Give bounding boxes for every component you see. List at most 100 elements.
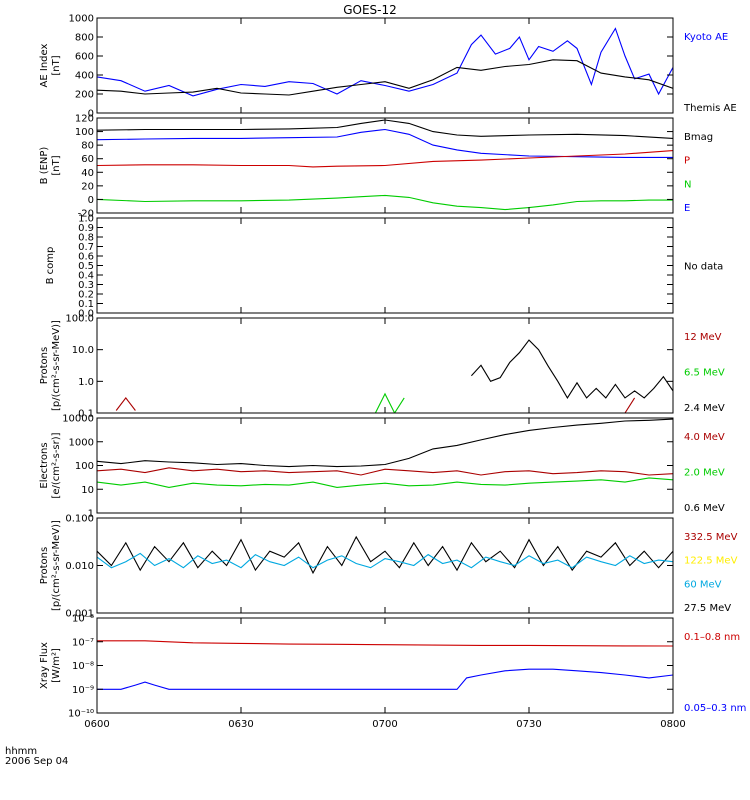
series-line-b-3: [97, 194, 673, 211]
x-tick-label: 0630: [228, 719, 253, 730]
series-line-electrons-1: [97, 467, 673, 476]
y-tick-label: 20: [81, 181, 94, 192]
legend-entry: No data: [684, 262, 723, 273]
x-tick-label: 0700: [372, 719, 397, 730]
x-tick-label: 0730: [516, 719, 541, 730]
y-tick-label: 0.100: [65, 514, 94, 525]
legend-entry: 27.5 MeV: [684, 603, 731, 614]
panel-ae: 0 200 400 600 800 1000 AE Index [nT] Kyoto AE The…: [39, 14, 737, 120]
y-axis-label: [W/m²]: [51, 648, 62, 683]
panel-xray: 10⁻¹⁰ 10⁻⁹ 10⁻⁸ 10⁻⁷ 10⁻⁶ Xray Flux [W/m²] 0.1–…: [39, 614, 746, 720]
y-axis-label: [nT]: [51, 55, 62, 75]
legend-entry: 122.5 MeV: [684, 556, 738, 567]
y-tick-label: 0.1: [78, 409, 94, 420]
series-group: [97, 418, 673, 488]
y-tick-label: 0.5: [78, 261, 94, 272]
legend-entry: 332.5 MeV: [684, 532, 738, 543]
y-tick-label: 400: [75, 71, 94, 82]
series-line-b-2: [97, 150, 673, 168]
series-line-protons1-0: [470, 339, 673, 399]
series-line-protons1-2: [374, 392, 405, 413]
series-group: [97, 640, 673, 690]
y-tick-label: 0.2: [78, 290, 94, 301]
y-tick-label: 10⁻⁹: [72, 685, 94, 696]
legend-entry: Bmag: [684, 132, 713, 143]
y-tick-label: 10⁻⁸: [72, 661, 94, 672]
series-group: [97, 27, 673, 97]
y-tick-label: 10: [81, 485, 94, 496]
panel-b: -20 0 20 40 60 80 100 120 B (ENP) [nT] Bmag P N E: [39, 114, 713, 220]
series-line-ae-1: [97, 59, 673, 96]
series-line-protons1-3: [115, 396, 136, 411]
legend-entry: 0.05–0.3 nm: [684, 703, 746, 714]
series-line-protons2-1: [97, 552, 673, 569]
panel-electrons: 1 10 100 1000 10000 Electrons [e/(cm²-s-sr)] 4.…: [39, 414, 725, 520]
panel-frame: [96, 317, 674, 414]
y-axis-label: Protons: [39, 547, 50, 584]
y-tick-label: 200: [75, 90, 94, 101]
y-tick-label: 0.6: [78, 252, 94, 263]
panel-bcomp: 0.00.10.20.30.40.50.60.70.80.91.0 B comp N…: [45, 214, 723, 320]
legend-entry: 0.1–0.8 nm: [684, 632, 740, 643]
y-tick-label: 10⁻¹⁰: [68, 709, 94, 720]
y-tick-label: 40: [81, 168, 94, 179]
series-group: [97, 535, 673, 575]
y-tick-label: 1000: [69, 14, 94, 25]
y-tick-label: 1000: [69, 437, 94, 448]
panel-frame: [96, 417, 674, 514]
legend-entry: 2.0 MeV: [684, 468, 725, 479]
y-axis-label: Protons: [39, 347, 50, 384]
y-axis-label: AE Index: [39, 43, 50, 87]
y-tick-label: 100: [75, 127, 94, 138]
series-line-b-1: [97, 128, 673, 158]
panel-frame: [96, 217, 674, 314]
series-line-protons1-4: [624, 397, 636, 413]
y-tick-label: 10000: [62, 414, 94, 425]
y-tick-label: 0.1: [78, 299, 94, 310]
y-tick-label: -20: [78, 209, 94, 220]
series-line-electrons-2: [97, 477, 673, 488]
y-axis-label: Xray Flux: [39, 642, 50, 689]
y-tick-label: 600: [75, 52, 94, 63]
y-tick-label: 0.3: [78, 280, 94, 291]
y-tick-label: 80: [81, 141, 94, 152]
series-line-xray-0: [97, 640, 673, 647]
series-line-xray-1: [97, 668, 673, 690]
y-tick-label: 100: [75, 461, 94, 472]
legend-entry: 0.6 MeV: [684, 503, 725, 514]
legend-entry: 12 MeV: [684, 332, 722, 343]
legend-entry: 6.5 MeV: [684, 368, 725, 379]
y-tick-label: 0.9: [78, 223, 94, 234]
y-tick-label: 1.0: [78, 377, 94, 388]
series-line-ae-0: [97, 27, 673, 97]
date-label: 2006 Sep 04: [5, 756, 68, 767]
y-tick-label: 0.8: [78, 233, 94, 244]
series-group: [97, 339, 673, 413]
y-tick-label: 1.0: [78, 214, 94, 225]
legend-entry: Themis AE: [683, 103, 737, 114]
x-tick-label: 0800: [660, 719, 685, 730]
legend-entry: N: [684, 179, 691, 190]
y-axis-label: B comp: [45, 247, 56, 285]
y-tick-label: 1: [88, 509, 94, 520]
y-tick-label: 0: [88, 109, 94, 120]
series-line-b-0: [97, 119, 673, 139]
series-group: [97, 119, 673, 211]
panel-protons2: 0.001 0.010 0.100 Protons [p/(cm²-s-sr-MeV)]…: [39, 514, 738, 620]
legend-entry: Kyoto AE: [684, 32, 728, 43]
y-tick-label: 10.0: [72, 345, 94, 356]
y-tick-label: 10⁻⁶: [72, 614, 94, 625]
y-tick-label: 60: [81, 154, 94, 165]
legend-entry: 4.0 MeV: [684, 432, 725, 443]
x-tick-label: 0600: [84, 719, 109, 730]
y-tick-label: 0.0: [78, 309, 94, 320]
y-tick-label: 100.0: [65, 314, 94, 325]
y-tick-label: 10⁻⁷: [72, 637, 94, 648]
legend-entry: 2.4 MeV: [684, 403, 725, 414]
panel-frame: [96, 617, 674, 714]
y-axis-label: B (ENP): [39, 147, 50, 185]
panel-protons1: 0.1 1.0 10.0 100.0 Protons [p/(cm²-s-sr-MeV)]…: [39, 314, 725, 420]
legend-entry: P: [684, 156, 690, 167]
y-tick-label: 0.4: [78, 271, 94, 282]
